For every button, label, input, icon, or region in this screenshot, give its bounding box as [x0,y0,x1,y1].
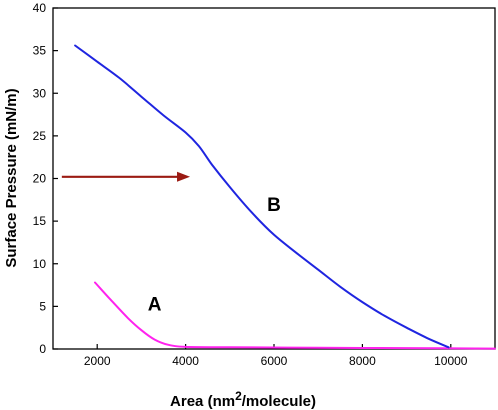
series-label-b: B [267,195,281,216]
annotations-group: AB [148,195,281,316]
y-tick-label: 35 [33,44,47,58]
y-tick-label: 5 [39,299,46,313]
x-tick-label: 8000 [349,354,376,368]
series-a-line [94,281,496,350]
y-axis-label: Surface Pressure (mN/m) [3,88,20,267]
series-b-line [74,44,450,349]
y-tick-label: 0 [39,342,46,356]
series-label-a: A [148,295,162,316]
arrow-head [177,171,191,182]
x-axis-label-prefix: Area (nm [170,393,235,410]
y-tick-label: 20 [33,172,47,186]
series-group [74,44,496,350]
plot-frame [52,7,496,350]
ticks-group: 2000 4000 6000 8000 10000 0 5 10 15 20 25 30 35 40 [33,1,468,368]
x-axis-label-superscript: 2 [235,389,242,403]
x-tick-label: 4000 [172,354,199,368]
y-tick-label: 15 [33,214,47,228]
x-axis-label: Area (nm2/molecule) [170,389,316,410]
arrow-group [61,171,191,182]
x-tick-label: 6000 [261,354,288,368]
y-tick-label: 30 [33,86,47,100]
y-tick-label: 10 [33,257,47,271]
y-tick-label: 40 [33,1,47,15]
x-tick-label: 10000 [434,354,468,368]
x-axis-label-suffix: /molecule) [242,393,316,410]
y-tick-label: 25 [33,129,47,143]
x-tick-label: 2000 [84,354,111,368]
